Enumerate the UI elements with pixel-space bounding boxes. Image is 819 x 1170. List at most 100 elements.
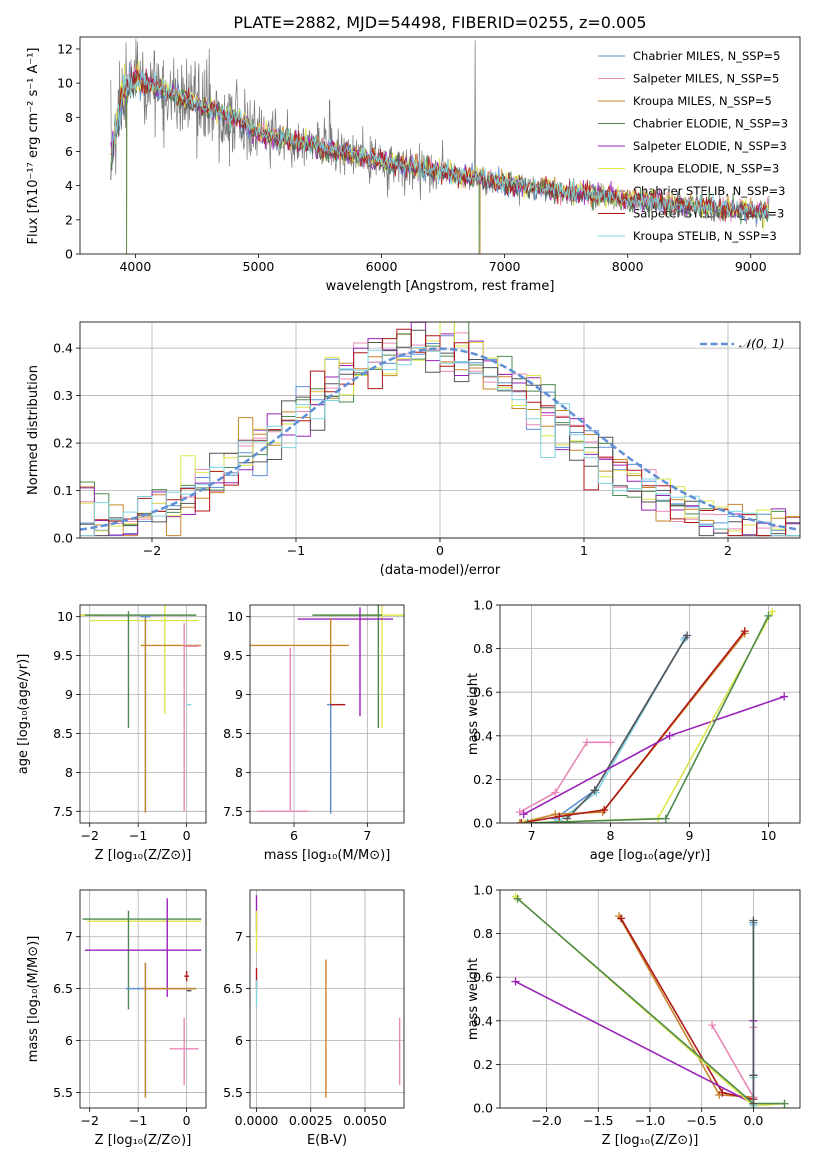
data-point bbox=[84, 898, 202, 997]
y-tick-label: 6.5 bbox=[223, 981, 243, 996]
data-point bbox=[84, 611, 197, 729]
axes-frame bbox=[79, 321, 801, 539]
y-tick-label: 0.1 bbox=[53, 483, 73, 498]
x-tick-label: 0.0050 bbox=[343, 1113, 387, 1128]
weight-marker bbox=[718, 1088, 727, 1097]
legend-label: Chabrier STELIB, N_SSP=3 bbox=[633, 184, 785, 198]
legend-label: Salpeter ELODIE, N_SSP=3 bbox=[633, 139, 787, 153]
y-axis-label: mass weight bbox=[466, 958, 481, 1040]
weight-marker bbox=[749, 1099, 758, 1108]
data-point bbox=[143, 962, 197, 1098]
y-tick-label: 1.0 bbox=[473, 598, 493, 613]
errorbars-3 bbox=[250, 605, 404, 814]
x-tick-label: −0.5 bbox=[687, 1113, 717, 1128]
legend-entry: Kroupa ELODIE, N_SSP=3 bbox=[598, 162, 779, 176]
x-tick-label: 0.0025 bbox=[289, 1113, 333, 1128]
weight-series bbox=[749, 916, 758, 1108]
x-tick-label: 6 bbox=[290, 828, 298, 843]
weight-marker bbox=[519, 819, 528, 823]
legend-label: Chabrier MILES, N_SSP=5 bbox=[633, 49, 780, 63]
y-tick-label: 7 bbox=[235, 929, 243, 944]
y-tick-label: 6.5 bbox=[53, 981, 73, 996]
x-tick-label: −1 bbox=[129, 1113, 147, 1128]
weight-lines-4 bbox=[515, 607, 789, 823]
x-axis-label: Z [log₁₀(Z/Z⊙)] bbox=[95, 848, 192, 863]
y-tick-label: 8 bbox=[235, 765, 243, 780]
x-tick-label: 8 bbox=[607, 828, 615, 843]
y-tick-label: 4 bbox=[65, 178, 73, 193]
model-spectrum bbox=[110, 69, 769, 219]
x-tick-label: −2 bbox=[80, 828, 98, 843]
weight-marker bbox=[600, 805, 609, 814]
y-tick-label: 8 bbox=[65, 765, 73, 780]
axes-frame bbox=[79, 604, 207, 824]
data-point bbox=[312, 605, 382, 729]
weight-line bbox=[523, 695, 785, 816]
y-axis-label: age [log₁₀(age/yr)] bbox=[16, 654, 31, 775]
weight-marker bbox=[511, 977, 520, 986]
x-tick-label: 2 bbox=[724, 543, 732, 558]
y-tick-label: 0.2 bbox=[473, 1057, 493, 1072]
legend-label: Kroupa STELIB, N_SSP=3 bbox=[633, 229, 777, 243]
weight-marker bbox=[661, 814, 670, 823]
residual-histogram bbox=[80, 328, 800, 537]
weight-marker bbox=[780, 1099, 789, 1108]
x-tick-label: 0.0 bbox=[744, 1113, 764, 1128]
x-tick-label: 9 bbox=[685, 828, 693, 843]
y-tick-label: 0.6 bbox=[473, 970, 493, 985]
x-tick-label: 7 bbox=[363, 828, 371, 843]
x-axis-label: E(B-V) bbox=[307, 1133, 347, 1148]
weight-marker bbox=[551, 788, 560, 797]
weight-marker bbox=[517, 819, 526, 823]
weight-series bbox=[563, 631, 692, 823]
axes-7: −2.0 −1.5 −1.0 −0.5 0.0 0.0 0.2 0.4 0.6 0.8 1.0 Z [… bbox=[466, 883, 800, 1148]
weight-marker bbox=[768, 607, 777, 616]
weight-marker bbox=[780, 692, 789, 701]
legend-label-normal: 𝒩(0, 1) bbox=[739, 336, 785, 351]
weight-marker bbox=[708, 1021, 717, 1030]
x-axis-label: mass [log₁₀(M/M⊙)] bbox=[264, 848, 391, 863]
x-tick-label: 0 bbox=[436, 543, 444, 558]
weight-marker bbox=[515, 819, 524, 823]
y-tick-label: 6 bbox=[65, 144, 73, 159]
legend-label: Salpeter MILES, N_SSP=5 bbox=[633, 72, 779, 86]
weight-marker bbox=[513, 894, 522, 903]
axes-frame bbox=[249, 889, 405, 1109]
x-tick-label: 9000 bbox=[735, 259, 767, 274]
y-axis-label: mass weight bbox=[466, 673, 481, 755]
x-tick-label: 7000 bbox=[489, 259, 521, 274]
y-tick-label: 10 bbox=[57, 76, 73, 91]
axes-frame bbox=[499, 604, 801, 824]
x-axis-label: age [log₁₀(age/yr)] bbox=[590, 848, 711, 863]
x-tick-label: −2 bbox=[80, 1113, 98, 1128]
model-spectrum bbox=[110, 60, 769, 230]
y-tick-label: 0.4 bbox=[473, 728, 493, 743]
x-tick-label: 1 bbox=[580, 543, 588, 558]
x-tick-label: 0 bbox=[183, 1113, 191, 1128]
y-tick-label: 0.6 bbox=[473, 685, 493, 700]
weight-marker bbox=[749, 1071, 758, 1080]
weight-marker bbox=[683, 631, 692, 640]
weight-line bbox=[517, 898, 785, 1105]
x-axis-label: Z [log₁₀(Z/Z⊙)] bbox=[602, 1133, 699, 1148]
axes-2: −2 −1 0 7.5 8 8.5 9 9.5 10 Z [log₁₀(Z/Z⊙)] age [lo… bbox=[16, 605, 206, 863]
legend-entry: Kroupa MILES, N_SSP=5 bbox=[598, 94, 772, 108]
y-tick-label: 8 bbox=[65, 110, 73, 125]
errorbars-6 bbox=[255, 895, 401, 1098]
y-tick-label: 12 bbox=[57, 41, 73, 56]
y-tick-label: 0.4 bbox=[473, 1013, 493, 1028]
y-tick-label: 0 bbox=[65, 247, 73, 262]
x-tick-label: 4000 bbox=[119, 259, 151, 274]
y-tick-label: 0.3 bbox=[53, 388, 73, 403]
x-tick-label: −1.0 bbox=[635, 1113, 665, 1128]
weight-series bbox=[614, 912, 758, 1102]
spectrum-lines bbox=[110, 38, 770, 254]
y-tick-label: 0.8 bbox=[473, 926, 493, 941]
histogram-steps bbox=[80, 322, 800, 537]
x-tick-label: −2.0 bbox=[531, 1113, 561, 1128]
legend-label: Chabrier ELODIE, N_SSP=3 bbox=[633, 117, 788, 131]
legend-label: Kroupa MILES, N_SSP=5 bbox=[633, 94, 772, 108]
y-tick-label: 10 bbox=[57, 609, 73, 624]
x-axis-label: wavelength [Angstrom, rest frame] bbox=[326, 279, 555, 294]
